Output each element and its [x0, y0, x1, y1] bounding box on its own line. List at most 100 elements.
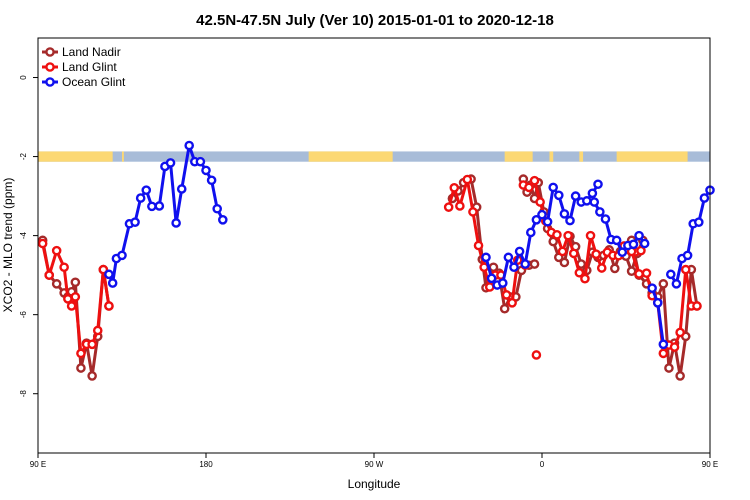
data-point-land-glint: [669, 342, 680, 352]
x-tick-label: 180: [199, 460, 213, 469]
data-point-land-nadir: [548, 236, 559, 247]
data-point-ocean-glint: [589, 197, 600, 207]
y-tick-label: -6: [19, 311, 28, 319]
data-point-land-glint: [692, 301, 702, 311]
data-point-land-glint: [552, 230, 562, 240]
data-point-land-glint: [658, 348, 669, 359]
data-point-ocean-glint: [531, 215, 542, 225]
data-point-ocean-glint: [171, 218, 181, 228]
chart-title: 42.5N-47.5N July (Ver 10) 2015-01-01 to …: [196, 12, 554, 29]
land-band-segment: [38, 151, 113, 162]
data-point-land-glint: [484, 282, 495, 292]
data-point-ocean-glint: [671, 279, 682, 289]
data-point-land-glint: [501, 290, 512, 300]
data-point-ocean-glint: [617, 247, 628, 258]
data-point-ocean-glint: [658, 339, 669, 350]
data-point-ocean-glint: [141, 185, 152, 195]
land-band-segment: [579, 151, 584, 162]
data-point-ocean-glint: [176, 184, 187, 194]
series-land-glint: [37, 174, 702, 360]
data-point-land-glint: [634, 269, 644, 279]
data-point-land-nadir: [664, 363, 674, 373]
data-point-ocean-glint: [570, 191, 581, 201]
x-tick-label: 90 E: [30, 460, 46, 469]
x-tick-label: 90 W: [365, 460, 384, 469]
data-point-land-nadir: [626, 266, 637, 276]
data-point-land-glint: [473, 240, 484, 251]
data-point-ocean-glint: [537, 209, 547, 220]
data-point-land-glint: [76, 348, 86, 359]
data-point-land-glint: [468, 207, 478, 217]
data-point-ocean-glint: [486, 273, 497, 284]
data-point-ocean-glint: [165, 158, 176, 168]
data-point-ocean-glint: [699, 193, 710, 203]
data-point-ocean-glint: [130, 217, 140, 227]
data-point-land-glint: [574, 267, 585, 278]
data-point-land-nadir: [499, 303, 510, 314]
data-point-land-nadir: [87, 371, 97, 381]
data-point-ocean-glint: [117, 250, 127, 261]
data-point-land-glint: [92, 325, 103, 336]
data-point-ocean-glint: [212, 203, 222, 214]
data-point-ocean-glint: [154, 201, 165, 211]
x-tick-label: 90 E: [702, 460, 718, 469]
y-tick-label: -8: [19, 390, 28, 398]
data-point-land-glint: [531, 350, 542, 360]
data-point-land-glint: [529, 175, 540, 186]
data-point-ocean-glint: [548, 182, 559, 193]
legend-item-ocean-glint: Ocean Glint: [42, 75, 126, 89]
data-point-land-nadir: [70, 277, 81, 288]
data-point-ocean-glint: [554, 190, 564, 201]
series-ocean-glint: [104, 140, 715, 350]
data-point-ocean-glint: [184, 140, 194, 151]
legend-marker: [45, 47, 55, 57]
data-point-ocean-glint: [600, 214, 611, 224]
data-point-land-nadir: [529, 259, 540, 269]
legend-marker: [45, 77, 55, 87]
data-point-ocean-glint: [503, 252, 514, 263]
data-point-land-glint: [51, 245, 62, 256]
data-point-ocean-glint: [639, 238, 650, 249]
x-tick-label: 0: [540, 460, 545, 469]
data-point-land-nadir: [658, 279, 669, 289]
data-point-land-nadir: [610, 263, 620, 274]
data-point-ocean-glint: [694, 217, 704, 227]
data-point-ocean-glint: [206, 175, 217, 186]
data-point-ocean-glint: [647, 283, 657, 293]
data-point-land-glint: [524, 182, 534, 193]
data-point-land-glint: [462, 174, 473, 185]
land-band-segment: [616, 151, 688, 162]
data-point-ocean-glint: [595, 207, 605, 217]
data-point-land-glint: [507, 298, 517, 308]
data-point-ocean-glint: [593, 179, 603, 190]
land-ocean-band: [38, 151, 710, 162]
data-point-land-glint: [59, 262, 69, 273]
data-point-ocean-glint: [652, 298, 663, 308]
data-point-land-glint: [455, 201, 465, 211]
data-point-ocean-glint: [104, 269, 114, 280]
data-point-ocean-glint: [481, 252, 491, 263]
legend-item-land-nadir: Land Nadir: [42, 45, 121, 59]
data-point-ocean-glint: [666, 269, 676, 280]
data-point-land-glint: [557, 246, 568, 257]
y-tick-label: 0: [19, 75, 28, 80]
data-point-land-glint: [66, 301, 77, 311]
land-band-segment: [122, 151, 124, 162]
data-point-ocean-glint: [628, 239, 639, 250]
data-point-land-glint: [580, 273, 590, 284]
data-point-ocean-glint: [509, 262, 519, 273]
data-point-land-glint: [443, 202, 454, 212]
data-point-ocean-glint: [135, 193, 146, 203]
data-point-land-glint: [104, 301, 114, 311]
data-point-land-nadir: [675, 371, 685, 381]
data-point-ocean-glint: [514, 246, 525, 257]
data-point-ocean-glint: [582, 196, 592, 206]
data-point-ocean-glint: [497, 278, 508, 288]
y-axis: 0 -2 -4 -6 -8: [19, 75, 38, 398]
data-point-ocean-glint: [217, 215, 228, 225]
data-point-land-glint: [568, 248, 579, 259]
data-point-ocean-glint: [587, 188, 598, 199]
data-point-land-glint: [449, 182, 460, 193]
